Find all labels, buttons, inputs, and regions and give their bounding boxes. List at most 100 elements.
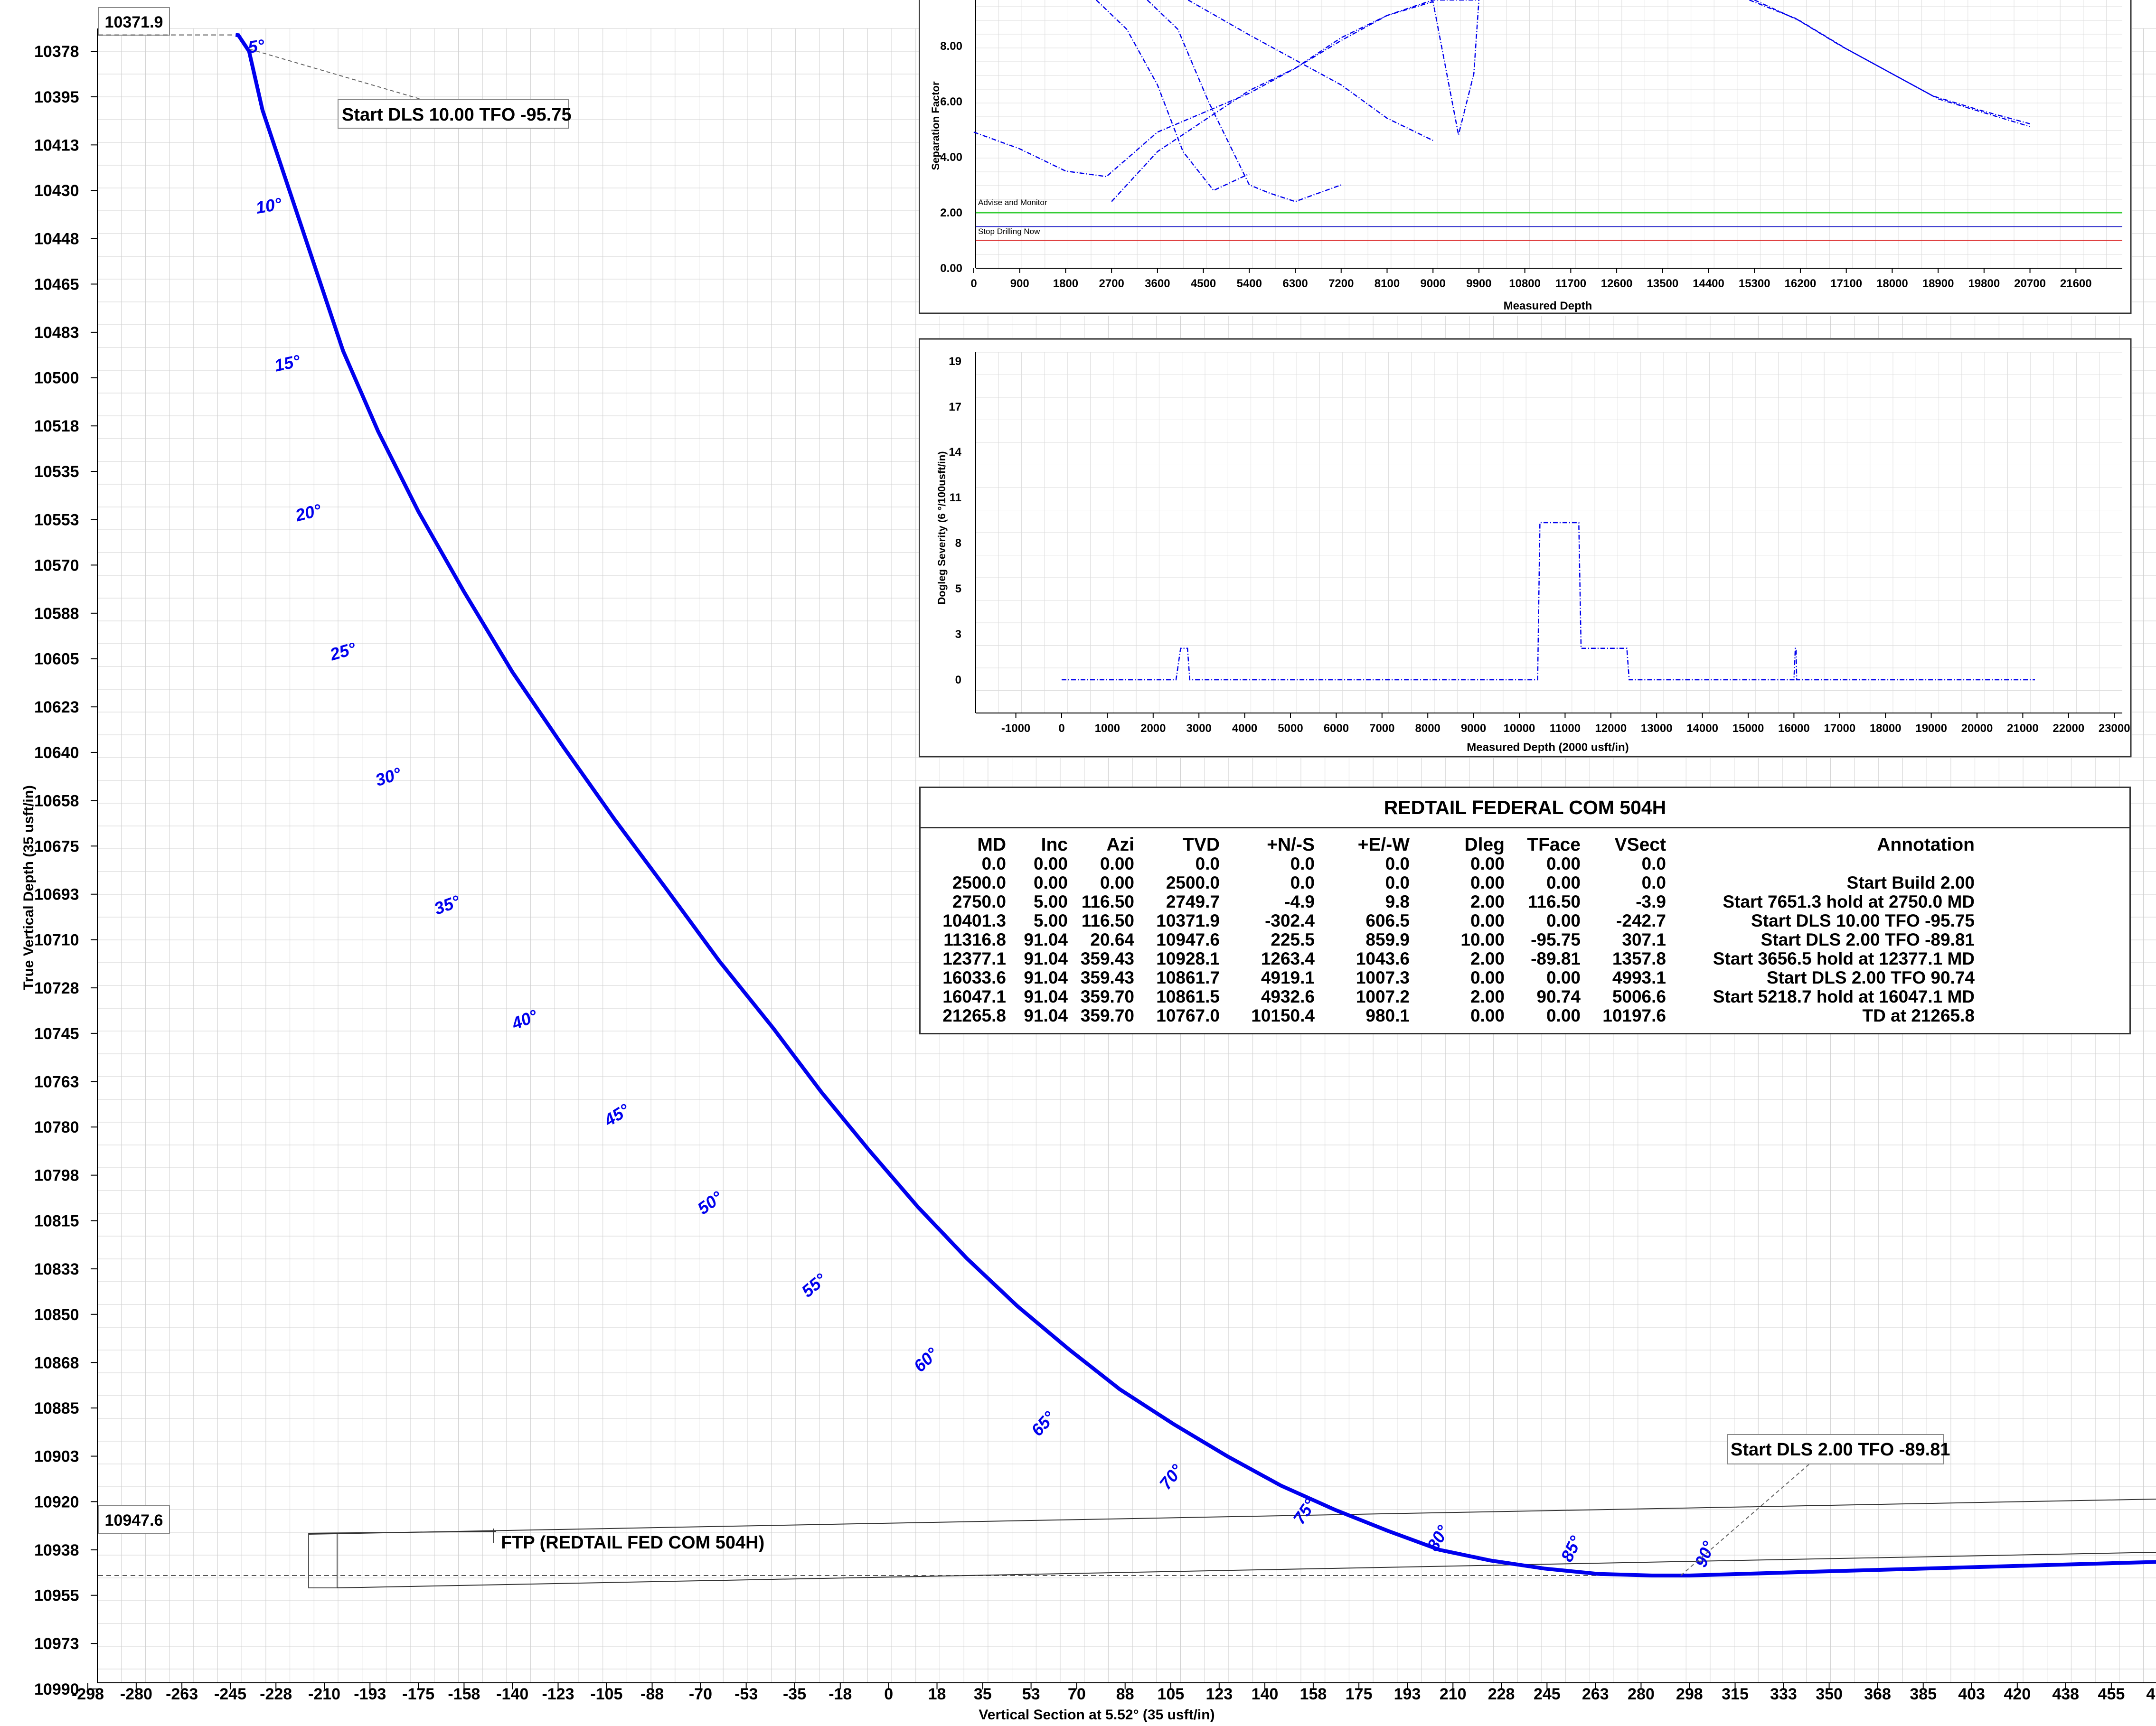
inclination-label: 45° bbox=[600, 1100, 633, 1130]
table-row: 10401.3 5.00 116.50 10371.9 -302.4 606.5 0.00 0… bbox=[921, 911, 2127, 930]
col-annotation-header: Annotation bbox=[1877, 835, 1975, 855]
x-tick-label: 263 bbox=[1582, 1685, 1609, 1703]
cell-ew: 1007.3 bbox=[1356, 968, 1410, 987]
x-tick-label: 473 bbox=[2146, 1685, 2156, 1703]
cell-dleg: 0.00 bbox=[1470, 873, 1505, 892]
x-tick-label: -210 bbox=[308, 1685, 340, 1703]
separation-factor-chart: 0.00 2.00 4.00 6.00 8.00 0 900 1800 2700 3600 4500… bbox=[919, 0, 2132, 316]
callout-right-leader bbox=[1680, 1464, 1809, 1576]
x-tick-label: 1800 bbox=[1053, 277, 1078, 290]
lease-upper-line bbox=[308, 1499, 2156, 1535]
main-plot-frame: 1037810395104131043010448104651048310500… bbox=[34, 7, 2156, 1703]
cell-dleg: 0.00 bbox=[1470, 911, 1505, 930]
x-tick-label: -88 bbox=[640, 1685, 664, 1703]
table-row: 12377.1 91.04 359.43 10928.1 1263.4 1043.6 2.0… bbox=[921, 949, 2127, 968]
cell-md: 2500.0 bbox=[952, 873, 1006, 892]
y-tick-label: 0.00 bbox=[940, 262, 962, 275]
y-tick-label: 10728 bbox=[34, 979, 79, 997]
x-tick-label: 7000 bbox=[1369, 722, 1394, 735]
x-tick-label: 0 bbox=[884, 1685, 893, 1703]
cell-dleg: 10.00 bbox=[1460, 930, 1505, 949]
x-tick-label: 9000 bbox=[1421, 277, 1446, 290]
cell-vsect: 10197.6 bbox=[1602, 1006, 1666, 1025]
x-tick-label: 368 bbox=[1864, 1685, 1891, 1703]
cell-annotation: Start DLS 2.00 TFO 90.74 bbox=[1766, 968, 1975, 987]
well-plan-table-panel: REDTAIL FEDERAL COM 504H MD Inc Azi TVD … bbox=[919, 787, 2131, 1034]
x-tick-label: 210 bbox=[1440, 1685, 1467, 1703]
y-tick-label: 10833 bbox=[34, 1260, 79, 1278]
table-row: 0.0 0.00 0.00 0.0 0.0 0.0 0.00 0.00 0.0 bbox=[921, 854, 2127, 873]
cell-ew: 1043.6 bbox=[1356, 949, 1410, 968]
x-tick-label: 420 bbox=[2004, 1685, 2031, 1703]
well-path-line bbox=[235, 33, 2156, 1577]
y-tick-label: 10535 bbox=[34, 463, 79, 481]
cell-vsect: 1357.8 bbox=[1612, 949, 1666, 968]
y-tick-label: 17 bbox=[949, 401, 961, 413]
x-tick-label: 6000 bbox=[1324, 722, 1349, 735]
y-tick-label: 8.00 bbox=[940, 40, 962, 53]
cell-tface: 0.00 bbox=[1546, 873, 1581, 892]
cell-annotation: Start DLS 10.00 TFO -95.75 bbox=[1751, 911, 1975, 930]
x-tick-label: 403 bbox=[1958, 1685, 1985, 1703]
x-tick-label: 19000 bbox=[1915, 722, 1947, 735]
y-tick-label: 10658 bbox=[34, 792, 79, 810]
inclination-label: 10° bbox=[254, 194, 283, 217]
dogleg-panel-frame bbox=[919, 338, 2132, 758]
cell-ns: 0.0 bbox=[1290, 873, 1315, 892]
inclination-label: 5° bbox=[247, 35, 266, 56]
x-tick-label: 158 bbox=[1300, 1685, 1327, 1703]
dogleg-severity-chart: 0 3 5 8 11 14 17 19 -1000 0 1000 2000 3000 4000 5000 60… bbox=[919, 338, 2132, 758]
table-row: 16033.6 91.04 359.43 10861.7 4919.1 1007.3 0.0… bbox=[921, 968, 2127, 987]
cell-vsect: -3.9 bbox=[1636, 892, 1666, 911]
x-tick-label: 455 bbox=[2098, 1685, 2125, 1703]
callout-right-label: Start DLS 2.00 TFO -89.81 bbox=[1731, 1440, 1950, 1460]
cell-md: 21265.8 bbox=[942, 1006, 1006, 1025]
main-plot-marks: 5°10°15°20°25°30°35°40°45°50°55°60°65°70… bbox=[235, 33, 2156, 1577]
y-tick-label: 6.00 bbox=[940, 95, 962, 108]
dogleg-severity-line bbox=[1062, 522, 2035, 681]
y-tick-label: 10570 bbox=[34, 556, 79, 574]
col-ew-header: +E/-W bbox=[1357, 835, 1410, 855]
y-tick-label: 4.00 bbox=[940, 151, 962, 164]
y-tick-label: 10973 bbox=[34, 1635, 79, 1653]
x-tick-label: 175 bbox=[1346, 1685, 1373, 1703]
cell-md: 16033.6 bbox=[942, 968, 1006, 987]
cell-dleg: 2.00 bbox=[1470, 987, 1505, 1006]
inclination-label: 40° bbox=[508, 1005, 540, 1033]
x-tick-label: 23000 bbox=[2099, 722, 2130, 735]
cell-dleg: 0.00 bbox=[1470, 968, 1505, 987]
callout-top-leader bbox=[250, 48, 423, 100]
y-tick-label: 10623 bbox=[34, 698, 79, 716]
x-tick-label: 15000 bbox=[1732, 722, 1764, 735]
cell-ew: 859.9 bbox=[1365, 930, 1410, 949]
cell-azi: 359.70 bbox=[1080, 987, 1134, 1006]
cell-vsect: 307.1 bbox=[1622, 930, 1666, 949]
x-tick-label: 18900 bbox=[1922, 277, 1954, 290]
cell-azi: 20.64 bbox=[1090, 930, 1134, 949]
y-tick-label: 10920 bbox=[34, 1493, 79, 1511]
cell-inc: 91.04 bbox=[1024, 968, 1068, 987]
x-tick-label: 14000 bbox=[1686, 722, 1718, 735]
cell-inc: 91.04 bbox=[1024, 949, 1068, 968]
x-tick-label: -158 bbox=[448, 1685, 480, 1703]
advise-monitor-label: Advise and Monitor bbox=[978, 198, 1047, 207]
inclination-label: 20° bbox=[293, 500, 323, 525]
cell-tvd: 10947.6 bbox=[1156, 930, 1220, 949]
y-tick-label: 10465 bbox=[34, 275, 79, 293]
y-tick-label: 10780 bbox=[34, 1118, 79, 1136]
cell-ew: 9.8 bbox=[1385, 892, 1410, 911]
separation-x-axis-label: Measured Depth bbox=[1504, 300, 1592, 312]
inclination-label: 85° bbox=[1557, 1533, 1586, 1565]
x-tick-label: 4500 bbox=[1191, 277, 1216, 290]
y-tick-label: 2.00 bbox=[940, 206, 962, 219]
x-tick-label: 298 bbox=[1676, 1685, 1703, 1703]
callout-top-label: Start DLS 10.00 TFO -95.75 bbox=[342, 105, 572, 125]
cell-md: 11316.8 bbox=[943, 930, 1006, 949]
x-tick-label: 18000 bbox=[1870, 722, 1902, 735]
cell-inc: 0.00 bbox=[1033, 873, 1068, 892]
cell-tvd: 2749.7 bbox=[1166, 892, 1220, 911]
x-tick-label: -35 bbox=[783, 1685, 806, 1703]
y-tick-label: 10693 bbox=[34, 886, 79, 904]
x-tick-label: 20000 bbox=[1961, 722, 1993, 735]
cell-ns: -302.4 bbox=[1265, 911, 1315, 930]
